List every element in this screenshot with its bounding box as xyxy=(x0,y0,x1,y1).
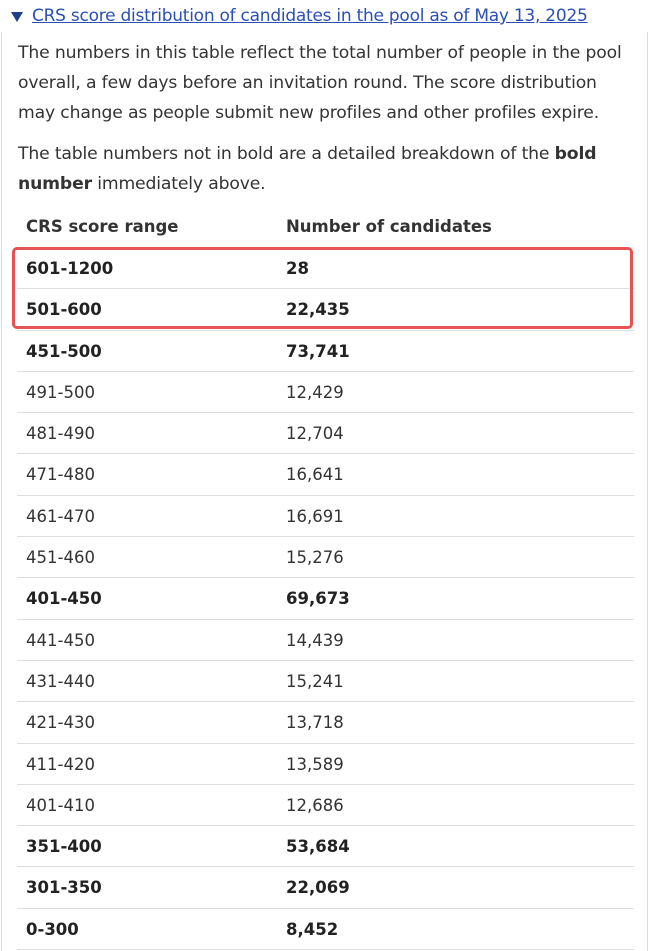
table-row: 0-300 8,452 xyxy=(17,909,634,951)
crs-distribution-table: CRS score range Number of candidates 601… xyxy=(17,210,634,951)
table-row: 461-470 16,691 xyxy=(17,496,634,538)
table-row: 601-1200 28 xyxy=(17,248,634,290)
table-row: 301-350 22,069 xyxy=(17,867,634,909)
table-row: 421-430 13,718 xyxy=(17,702,634,744)
candidate-count-cell: 13,589 xyxy=(286,754,344,774)
header-number-of-candidates: Number of candidates xyxy=(286,217,492,236)
candidate-count-cell: 12,429 xyxy=(286,382,344,402)
candidate-count-cell: 15,276 xyxy=(286,548,344,568)
crs-range-cell: 401-410 xyxy=(26,795,95,815)
triangle-down-icon xyxy=(11,11,23,22)
table-row: 471-480 16,641 xyxy=(17,454,634,496)
table-row: 401-450 69,673 xyxy=(17,578,634,620)
candidate-count-cell: 15,241 xyxy=(286,671,344,691)
candidate-count-cell: 16,641 xyxy=(286,465,344,485)
crs-range-cell: 441-450 xyxy=(26,630,95,650)
crs-range-cell: 421-430 xyxy=(26,713,95,733)
candidate-count-cell: 73,741 xyxy=(286,341,350,361)
candidate-count-cell: 13,718 xyxy=(286,713,344,733)
table-row: 431-440 15,241 xyxy=(17,661,634,703)
crs-range-cell: 431-440 xyxy=(26,671,95,691)
summary-link[interactable]: CRS score distribution of candidates in … xyxy=(32,6,588,26)
crs-range-cell: 451-460 xyxy=(26,548,95,568)
intro-paragraph: The numbers in this table reflect the to… xyxy=(18,43,622,123)
candidate-count-cell: 14,439 xyxy=(286,630,344,650)
table-row: 501-600 22,435 xyxy=(17,289,634,331)
crs-range-cell: 411-420 xyxy=(26,754,95,774)
details-summary-toggle[interactable]: CRS score distribution of candidates in … xyxy=(4,0,588,32)
candidate-count-cell: 53,684 xyxy=(286,837,350,857)
table-row: 441-450 14,439 xyxy=(17,620,634,661)
candidate-count-cell: 28 xyxy=(286,259,309,278)
explanation-prefix: The table numbers not in bold are a deta… xyxy=(18,144,555,164)
explanation-suffix: immediately above. xyxy=(91,174,266,194)
candidate-count-cell: 22,435 xyxy=(286,300,350,320)
explanation-bold-text: bold number xyxy=(18,144,597,194)
table-body: 601-1200 28 501-600 22,435 451-500 73,741 491-… xyxy=(17,248,634,951)
crs-range-cell: 301-350 xyxy=(26,878,102,898)
crs-range-cell: 451-500 xyxy=(26,341,102,361)
crs-range-cell: 481-490 xyxy=(26,424,95,444)
table-header-row: CRS score range Number of candidates xyxy=(17,210,634,248)
table-row: 481-490 12,704 xyxy=(17,413,634,455)
table-row: 401-410 12,686 xyxy=(17,785,634,827)
table-row: 451-460 15,276 xyxy=(17,537,634,579)
details-panel xyxy=(1,32,648,951)
header-crs-score-range: CRS score range xyxy=(26,217,179,236)
table-row: 451-500 73,741 xyxy=(17,331,634,372)
crs-range-cell: 401-450 xyxy=(26,589,102,609)
crs-range-cell: 601-1200 xyxy=(26,259,114,278)
table-row: 491-500 12,429 xyxy=(17,372,634,414)
candidate-count-cell: 12,704 xyxy=(286,424,344,444)
candidate-count-cell: 69,673 xyxy=(286,589,350,609)
crs-range-cell: 471-480 xyxy=(26,465,95,485)
crs-range-cell: 501-600 xyxy=(26,300,102,320)
table-row: 351-400 53,684 xyxy=(17,826,634,868)
candidate-count-cell: 16,691 xyxy=(286,506,344,526)
candidate-count-cell: 22,069 xyxy=(286,878,350,898)
crs-range-cell: 461-470 xyxy=(26,506,95,526)
table-row: 411-420 13,589 xyxy=(17,744,634,785)
candidate-count-cell: 8,452 xyxy=(286,919,339,939)
candidate-count-cell: 12,686 xyxy=(286,795,344,815)
bold-explanation-paragraph: The table numbers not in bold are a deta… xyxy=(18,139,633,199)
crs-range-cell: 0-300 xyxy=(26,919,79,939)
crs-range-cell: 351-400 xyxy=(26,837,102,857)
crs-range-cell: 491-500 xyxy=(26,382,95,402)
